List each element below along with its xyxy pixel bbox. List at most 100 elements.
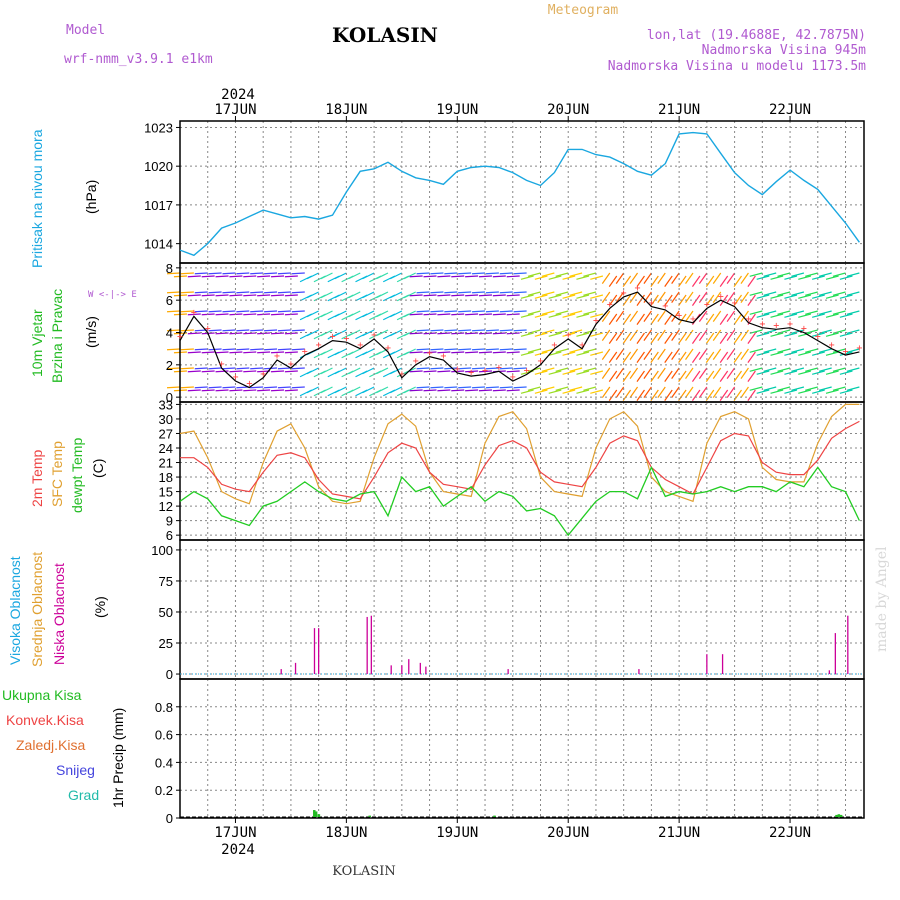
wind-barb	[334, 310, 347, 318]
cloud-legend-high: Visoka Oblacnost	[7, 556, 23, 665]
wind-barb	[798, 313, 812, 318]
wind-barb	[798, 389, 812, 394]
year-top: 2024	[221, 87, 255, 103]
wind-barb	[208, 329, 222, 332]
wind-barb	[805, 291, 818, 296]
gust-mark: +	[385, 343, 391, 354]
wind-barb	[791, 329, 805, 334]
wind-barb	[229, 389, 243, 392]
wind-barb	[846, 272, 860, 277]
wind-barb	[576, 351, 590, 356]
date-label-bottom: 19JUN	[436, 825, 478, 841]
y-tick-label: 8	[166, 261, 173, 276]
wind-barb	[818, 310, 832, 315]
wind-barb	[513, 386, 527, 389]
wind-barb	[671, 329, 680, 341]
wind-barb	[348, 272, 361, 280]
wind-barb	[499, 329, 513, 332]
wind-barb	[678, 370, 687, 382]
wind-barb	[485, 310, 499, 313]
wind-barb	[291, 291, 305, 294]
wind-barb	[236, 367, 250, 370]
gust-mark: +	[288, 359, 294, 370]
wind-barb	[362, 310, 375, 318]
wind-barb	[749, 348, 763, 353]
wind-barb	[749, 291, 763, 296]
y-tick-label: 50	[159, 605, 173, 620]
wind-barb	[798, 275, 812, 280]
wind-barb	[243, 275, 257, 278]
wind-barb	[513, 348, 527, 351]
temp-unit: (C)	[90, 459, 106, 478]
precip-bar	[839, 814, 843, 817]
wind-barb	[608, 313, 618, 325]
wind-barb	[636, 389, 645, 401]
coords-label: lon,lat (19.4688E, 42.7875N)	[647, 28, 866, 43]
wind-barb	[590, 370, 604, 375]
wind-barb	[180, 310, 194, 313]
wind-barb	[499, 386, 513, 389]
wind-barb	[520, 294, 534, 299]
wind-barb	[705, 370, 715, 382]
wind-barb	[622, 370, 632, 382]
wind-barb	[194, 367, 208, 370]
wind-barb	[601, 367, 611, 379]
wind-barb	[650, 275, 659, 287]
wind-barb	[187, 313, 201, 316]
wind-barb	[791, 291, 805, 296]
wind-barb	[451, 389, 465, 392]
wind-barb	[601, 272, 611, 284]
wind-barb	[465, 370, 479, 373]
wind-barb	[846, 386, 860, 391]
temp-legend-dewpt: dewpt Temp	[69, 438, 85, 513]
wind-barb	[389, 310, 403, 318]
temp-legend-2m: 2m Temp	[29, 449, 45, 507]
wind-barb	[201, 351, 215, 354]
wind-barb	[777, 272, 791, 277]
wind-barb	[194, 272, 208, 275]
wind-barb	[608, 370, 618, 382]
wind-barb	[733, 294, 743, 306]
wind-barb	[777, 348, 791, 353]
wind-barb	[362, 272, 375, 280]
wind-barb	[306, 310, 319, 318]
wind-barb	[846, 329, 860, 334]
gust-mark: +	[524, 366, 530, 377]
wind-barb	[562, 370, 576, 375]
wind-barb	[513, 272, 527, 275]
wind-barb	[740, 291, 749, 303]
wind-barb	[499, 367, 513, 370]
cloud-legend-mid: Srednja Oblacnost	[29, 552, 45, 667]
wind-barb	[527, 272, 541, 277]
wind-barb	[215, 332, 229, 335]
wind-barb	[657, 348, 666, 360]
wind-barb	[527, 329, 541, 334]
wind-barb	[250, 310, 264, 313]
y-tick-label: 1014	[144, 237, 173, 252]
wind-barb	[622, 275, 632, 287]
wind-barb	[657, 367, 666, 379]
wind-barb	[499, 291, 513, 294]
wind-barb	[548, 370, 562, 375]
wind-barb	[541, 386, 555, 391]
wind-barb	[825, 313, 839, 318]
wind-barb	[705, 332, 715, 344]
wind-barb	[777, 329, 791, 334]
wind-barb	[629, 367, 639, 379]
wind-barb	[492, 275, 506, 278]
gust-mark: +	[316, 340, 322, 351]
wind-barb	[811, 389, 825, 394]
year-bottom: 2024	[221, 842, 255, 858]
wind-barb	[444, 367, 458, 370]
wind-barb	[685, 310, 694, 322]
wind-barb	[306, 329, 319, 337]
wind-barb	[264, 386, 278, 389]
wind-barb	[583, 310, 597, 315]
wind-barb	[389, 291, 403, 299]
wind-barb	[719, 370, 729, 382]
model-name: wrf-nmm_v3.9.1 e1km	[64, 52, 213, 67]
wind-barb	[839, 294, 853, 299]
wind-barb	[472, 291, 486, 294]
precip-legend-snow: Snijeg	[56, 762, 95, 778]
gust-mark: +	[662, 301, 668, 312]
